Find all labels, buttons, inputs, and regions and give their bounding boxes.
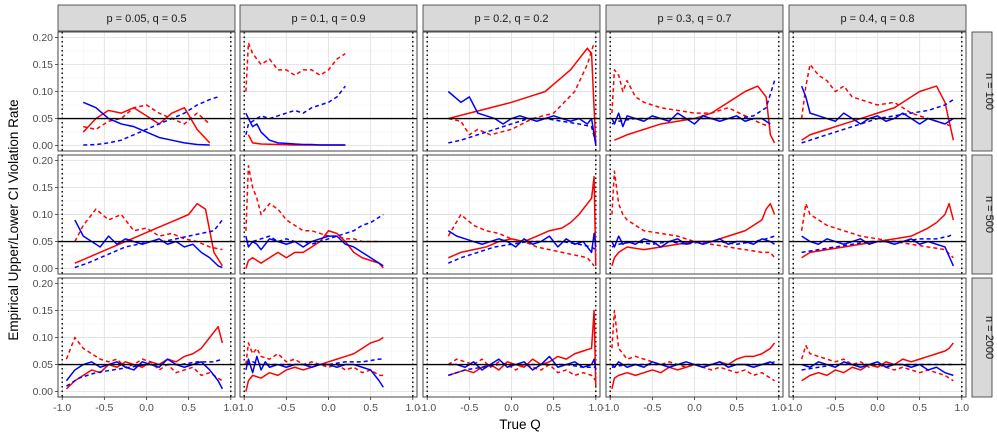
x-tick-label: -1.0: [235, 402, 253, 414]
column-strip: [605, 4, 784, 32]
x-tick-label: -1.0: [53, 402, 71, 414]
lower-violation-solid-line: [611, 361, 775, 368]
x-tick-label: 1.0: [954, 402, 969, 414]
x-tick-label: 0.0: [870, 402, 885, 414]
upper-violation-solid-line: [74, 202, 223, 267]
panel-border: [422, 154, 601, 275]
upper-violation-dashed-line: [83, 104, 211, 131]
upper-violation-dashed-line: [800, 63, 954, 128]
panel-border: [239, 31, 418, 152]
y-tick-label: 0.00: [33, 140, 54, 152]
y-tick-label: 0.10: [33, 332, 54, 344]
x-tick-label: -1.0: [784, 402, 802, 414]
panel-border: [605, 31, 784, 152]
x-tick-label: -0.5: [643, 402, 661, 414]
lower-violation-dashed-line: [245, 213, 384, 245]
y-tick-label: 0.00: [33, 263, 54, 275]
x-tick-label: 0.5: [546, 402, 561, 414]
upper-violation-dashed-line: [611, 170, 776, 259]
y-axis-title: Empirical Upper/Lower CI Violation Rate: [6, 99, 21, 340]
upper-violation-dashed-line: [245, 165, 380, 243]
row-strip-label: n = 100: [983, 73, 995, 110]
row-strip-label: n = 2000: [983, 316, 995, 359]
lower-violation-solid-line: [82, 101, 210, 146]
x-tick-label: 0.0: [139, 402, 154, 414]
panel-border: [788, 31, 967, 152]
y-tick-label: 0.20: [33, 155, 54, 167]
upper-violation-dashed-line: [245, 342, 384, 377]
lower-violation-dashed-line: [245, 85, 346, 135]
upper-violation-dashed-line: [800, 344, 954, 382]
upper-violation-dashed-line: [447, 213, 595, 267]
upper-violation-dashed-line: [611, 309, 775, 382]
panel-border: [788, 154, 967, 275]
column-strip-label: p = 0.4, q = 0.8: [840, 13, 914, 25]
column-strip: [239, 4, 418, 32]
upper-violation-dashed-line: [448, 42, 595, 136]
x-tick-label: 0.5: [363, 402, 378, 414]
column-strip-label: p = 0.05, q = 0.5: [106, 13, 186, 25]
y-tick-label: 0.10: [33, 209, 54, 221]
x-tick-label: -1.0: [418, 402, 436, 414]
y-tick-label: 0.10: [33, 86, 54, 98]
column-strip-label: p = 0.1, q = 0.9: [291, 13, 365, 25]
lower-violation-dashed-line: [448, 117, 597, 144]
column-strip-label: p = 0.3, q = 0.7: [657, 13, 731, 25]
y-tick-label: 0.15: [33, 305, 54, 317]
x-tick-label: 0.0: [321, 402, 336, 414]
x-tick-label: -0.5: [826, 402, 844, 414]
upper-violation-solid-line: [801, 85, 955, 141]
upper-violation-solid-line: [82, 106, 211, 144]
column-strip: [788, 4, 967, 32]
x-tick-label: 1.0: [405, 402, 420, 414]
column-strip: [422, 4, 601, 32]
x-tick-label: 0.5: [912, 402, 927, 414]
x-tick-label: 1.0: [588, 402, 603, 414]
upper-violation-solid-line: [447, 175, 597, 266]
row-strip-label: n = 500: [983, 196, 995, 233]
panel-border: [422, 31, 601, 152]
x-tick-label: 0.0: [687, 402, 702, 414]
lower-violation-solid-line: [245, 235, 384, 267]
x-tick-label: -0.5: [95, 402, 113, 414]
x-tick-label: -0.5: [460, 402, 478, 414]
x-tick-label: 1.0: [223, 402, 238, 414]
y-tick-label: 0.20: [33, 32, 54, 44]
x-tick-label: 1.0: [771, 402, 786, 414]
upper-violation-dashed-line: [611, 69, 771, 128]
y-tick-label: 0.05: [33, 359, 54, 371]
upper-violation-solid-line: [801, 202, 955, 259]
x-tick-label: -0.5: [277, 402, 295, 414]
y-tick-label: 0.15: [33, 59, 54, 71]
x-tick-label: -1.0: [601, 402, 619, 414]
column-strip-label: p = 0.2, q = 0.2: [474, 13, 548, 25]
upper-violation-solid-line: [448, 47, 597, 146]
upper-violation-solid-line: [448, 309, 597, 387]
lower-violation-solid-line: [245, 112, 346, 146]
column-strip: [57, 4, 236, 32]
upper-violation-solid-line: [245, 229, 384, 269]
upper-violation-dashed-line: [245, 42, 346, 92]
lower-violation-solid-line: [65, 358, 224, 390]
y-tick-label: 0.05: [33, 113, 54, 125]
x-tick-label: 0.5: [181, 402, 196, 414]
lower-violation-dashed-line: [83, 96, 219, 146]
y-tick-label: 0.05: [33, 236, 54, 248]
y-tick-label: 0.15: [33, 182, 54, 194]
lower-violation-dashed-line: [66, 358, 223, 387]
panel-border: [239, 154, 418, 275]
row-strip: [971, 31, 993, 152]
x-axis-title: True Q: [499, 417, 541, 432]
y-tick-label: 0.20: [33, 278, 54, 290]
y-tick-label: 0.00: [33, 386, 54, 398]
lower-violation-solid-line: [800, 85, 954, 125]
row-strip: [971, 277, 993, 398]
x-tick-label: 0.5: [729, 402, 744, 414]
x-tick-label: 0.0: [504, 402, 519, 414]
row-strip: [971, 154, 993, 275]
panel-border: [605, 154, 784, 275]
upper-violation-dashed-line: [800, 202, 954, 259]
